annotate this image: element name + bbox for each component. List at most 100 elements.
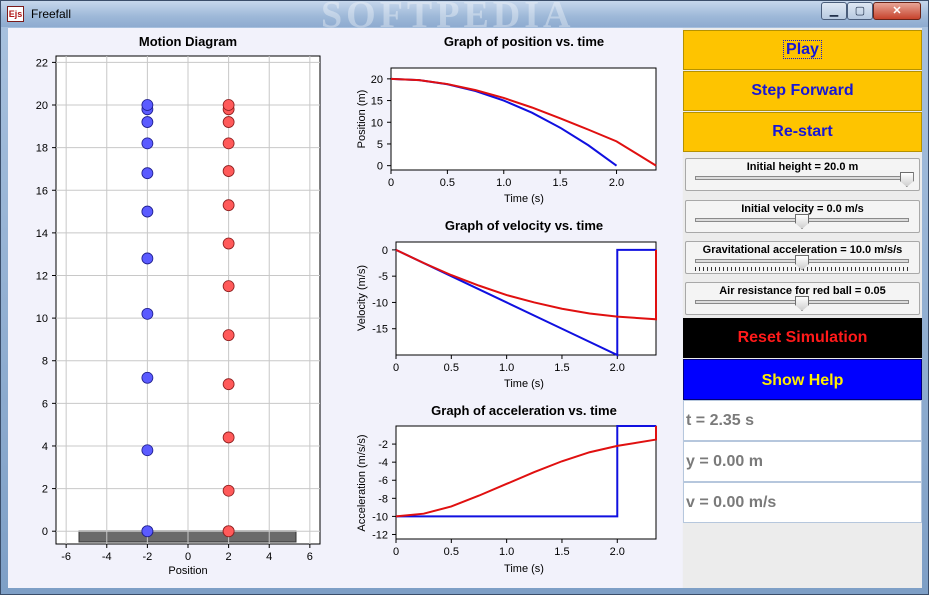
x-tick-label: 0.5 bbox=[444, 546, 459, 558]
x-tick-label: 0 bbox=[393, 362, 399, 374]
red-ball bbox=[222, 525, 235, 538]
blue-ball bbox=[141, 205, 154, 218]
slider-thumb[interactable] bbox=[795, 255, 809, 270]
red-ball bbox=[222, 137, 235, 150]
y-tick-label: 0 bbox=[42, 526, 48, 538]
x-tick-label: 0.5 bbox=[440, 177, 455, 189]
motion-diagram-xlabel: Position bbox=[168, 565, 207, 577]
slider-track[interactable] bbox=[695, 176, 909, 180]
gravity-slider[interactable]: Gravitational acceleration = 10.0 m/s/s bbox=[685, 241, 920, 274]
close-button[interactable]: ✕ bbox=[873, 2, 921, 20]
blue-ball bbox=[141, 116, 154, 128]
title-bar[interactable]: Ejs Freefall SOFTPEDIA ▁ ▢ ✕ bbox=[1, 0, 928, 36]
air-resistance-label: Air resistance for red ball = 0.05 bbox=[719, 285, 886, 297]
slider-thumb[interactable] bbox=[899, 172, 914, 187]
y-tick-label: -10 bbox=[372, 511, 388, 523]
show-help-button[interactable]: Show Help bbox=[683, 359, 922, 400]
red-ball bbox=[222, 484, 235, 497]
red-series-line bbox=[395, 248, 657, 321]
acceleration-graph-title: Graph of acceleration vs. time bbox=[431, 403, 617, 418]
position-graph-ylabel: Position (m) bbox=[356, 90, 368, 149]
red-ball bbox=[222, 280, 235, 293]
red-ball bbox=[222, 199, 235, 212]
y-tick-label: -10 bbox=[372, 297, 388, 309]
maximize-button[interactable]: ▢ bbox=[847, 2, 873, 20]
velocity-readout: v = 0.00 m/s bbox=[683, 482, 922, 523]
x-tick-label: 1.5 bbox=[554, 546, 569, 558]
position-graph-xlabel: Time (s) bbox=[504, 193, 544, 205]
x-tick-label: 2.0 bbox=[609, 177, 624, 189]
y-tick-label: 20 bbox=[371, 74, 383, 86]
play-button-label: Play bbox=[783, 40, 822, 59]
x-tick-label: 2.0 bbox=[610, 362, 625, 374]
y-tick-label: 18 bbox=[36, 143, 48, 155]
initial-height-slider[interactable]: Initial height = 20.0 m bbox=[685, 158, 920, 191]
client-area: Motion Diagram Position -6 -4 -2 0 2 4 6 0 2 4 6 8 1… bbox=[8, 28, 922, 588]
restart-button[interactable]: Re-start bbox=[683, 112, 922, 152]
play-button[interactable]: Play bbox=[683, 30, 922, 70]
y-tick-label: 4 bbox=[42, 441, 48, 453]
slider-thumb[interactable] bbox=[795, 296, 809, 311]
motion-grid: -6 -4 -2 0 2 4 6 0 2 4 6 8 10 12 14 16 18 20 22 bbox=[36, 56, 320, 563]
velocity-graph: Graph of velocity vs. time Time (s) Velo… bbox=[356, 218, 657, 390]
red-series-line bbox=[395, 426, 657, 518]
red-ball bbox=[222, 165, 235, 177]
y-tick-label: 10 bbox=[371, 117, 383, 129]
blue-ball bbox=[141, 444, 154, 457]
y-tick-label: -15 bbox=[372, 324, 388, 336]
x-tick-label: 0 bbox=[185, 551, 191, 563]
x-tick-label: 6 bbox=[307, 551, 313, 563]
height-readout: y = 0.00 m bbox=[683, 441, 922, 482]
x-tick-label: -4 bbox=[102, 551, 112, 563]
x-tick-label: -2 bbox=[142, 551, 152, 563]
air-resistance-slider[interactable]: Air resistance for red ball = 0.05 bbox=[685, 282, 920, 315]
reset-simulation-button[interactable]: Reset Simulation bbox=[683, 318, 922, 358]
step-forward-button[interactable]: Step Forward bbox=[683, 71, 922, 111]
red-ball bbox=[222, 329, 235, 342]
window-title: Freefall bbox=[31, 7, 72, 21]
time-readout: t = 2.35 s bbox=[683, 400, 922, 441]
initial-velocity-label: Initial velocity = 0.0 m/s bbox=[741, 203, 864, 215]
blue-series-line bbox=[396, 425, 656, 518]
blue-ball bbox=[141, 525, 154, 538]
y-tick-label: 22 bbox=[36, 57, 48, 69]
red-ball bbox=[222, 99, 235, 111]
blue-ball bbox=[141, 371, 154, 384]
red-ball bbox=[222, 237, 235, 250]
blue-ball bbox=[141, 99, 154, 111]
red-ball bbox=[222, 116, 235, 128]
acceleration-graph-xlabel: Time (s) bbox=[504, 563, 544, 575]
motion-diagram: Motion Diagram Position -6 -4 -2 0 2 4 6 0 2 4 6 8 1… bbox=[36, 34, 321, 577]
motion-diagram-title: Motion Diagram bbox=[139, 34, 237, 49]
minimize-button[interactable]: ▁ bbox=[821, 2, 847, 20]
slider-thumb[interactable] bbox=[795, 214, 809, 229]
y-tick-label: -4 bbox=[378, 457, 388, 469]
x-tick-label: 0 bbox=[388, 177, 394, 189]
acceleration-graph-marks: 0 0.5 1.0 1.5 2.0 -2 -4 -6 -8 -10 -12 bbox=[372, 425, 657, 558]
position-graph-marks: 0 0.5 1.0 1.5 2.0 0 5 10 15 20 bbox=[371, 74, 657, 189]
y-tick-label: -6 bbox=[378, 475, 388, 487]
position-graph-frame bbox=[390, 67, 657, 171]
y-tick-label: 2 bbox=[42, 484, 48, 496]
acceleration-graph: Graph of acceleration vs. time Time (s) … bbox=[356, 403, 657, 575]
initial-height-label: Initial height = 20.0 m bbox=[746, 161, 859, 173]
y-tick-label: 12 bbox=[36, 270, 48, 282]
y-tick-label: 14 bbox=[36, 228, 48, 240]
velocity-graph-ylabel: Velocity (m/s) bbox=[356, 265, 368, 331]
x-tick-label: 1.0 bbox=[499, 362, 514, 374]
y-tick-label: 20 bbox=[36, 100, 48, 112]
acceleration-graph-ylabel: Acceleration (m/s/s) bbox=[356, 434, 368, 531]
initial-velocity-slider[interactable]: Initial velocity = 0.0 m/s bbox=[685, 200, 920, 233]
x-tick-label: 1.0 bbox=[496, 177, 511, 189]
x-tick-label: 1.5 bbox=[553, 177, 568, 189]
y-tick-label: 0 bbox=[377, 161, 383, 173]
red-ball bbox=[222, 378, 235, 391]
x-tick-label: 2.0 bbox=[610, 546, 625, 558]
blue-ball bbox=[141, 307, 154, 320]
velocity-graph-xlabel: Time (s) bbox=[504, 378, 544, 390]
gravity-label: Gravitational acceleration = 10.0 m/s/s bbox=[702, 244, 903, 256]
control-panel: Play Step Forward Re-start Initial heigh… bbox=[683, 28, 922, 588]
velocity-graph-title: Graph of velocity vs. time bbox=[445, 218, 603, 233]
y-tick-label: 16 bbox=[36, 185, 48, 197]
blue-ball bbox=[141, 137, 154, 150]
